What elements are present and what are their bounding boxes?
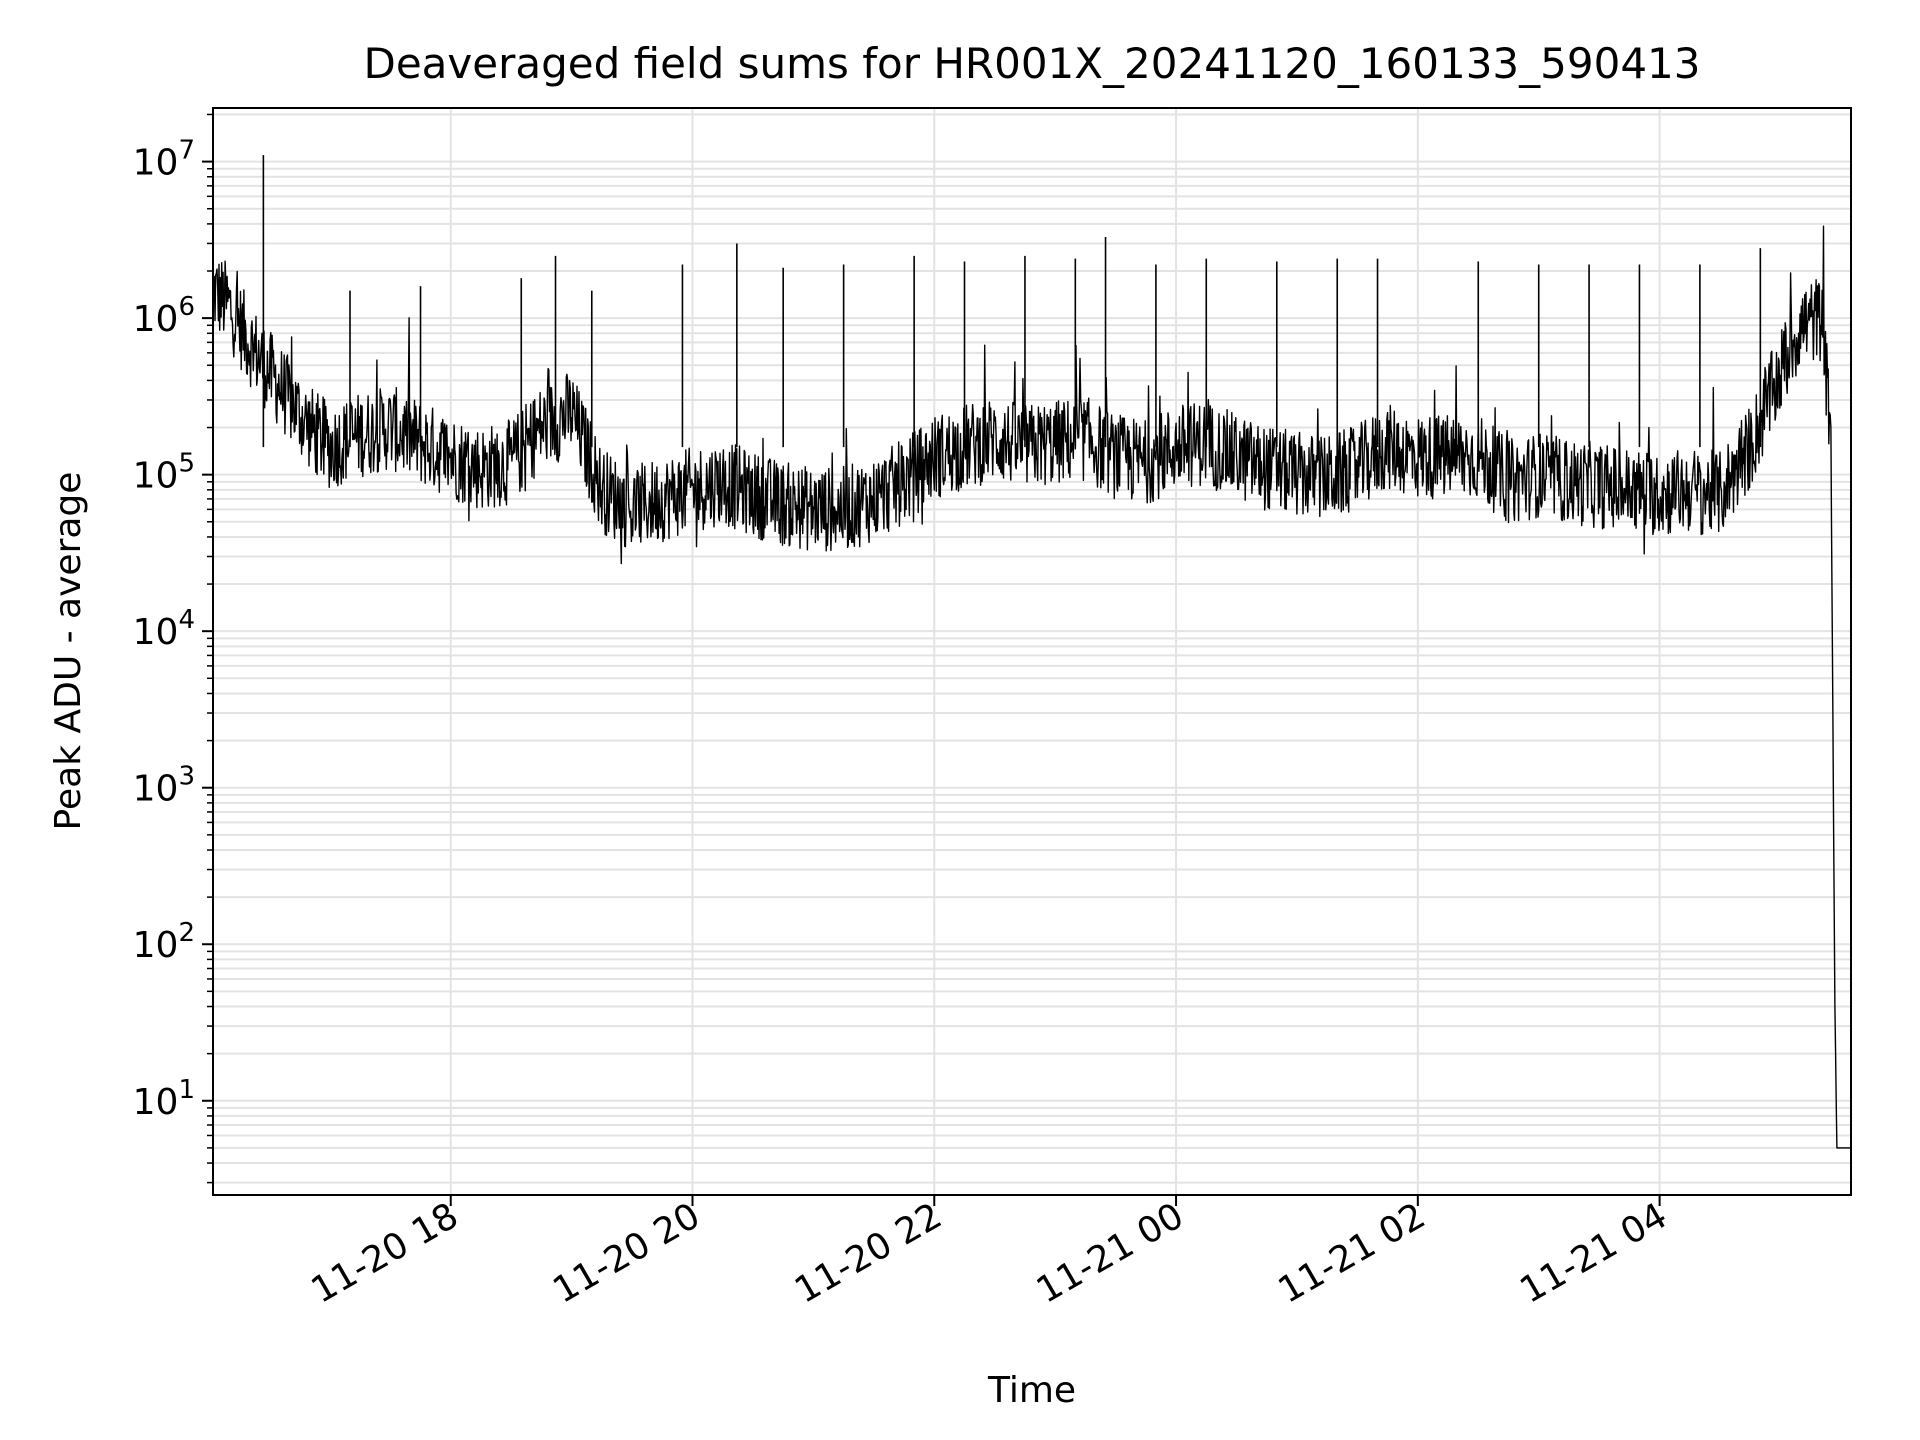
series-line <box>212 225 1852 1149</box>
y-tick-label: 101 <box>133 1075 195 1123</box>
plot-frame <box>212 107 1852 1196</box>
y-tick-label: 102 <box>133 918 195 966</box>
y-tick-label: 105 <box>133 449 195 497</box>
y-axis-label: Peak ADU - average <box>48 472 89 831</box>
y-axis: 101 102 103 104 105 106 107 <box>133 113 213 1184</box>
y-tick-label: 104 <box>133 605 195 653</box>
y-tick-label: 107 <box>133 136 195 184</box>
chart-title: Deaveraged field sums for HR001X_2024112… <box>364 39 1701 88</box>
series-layer <box>212 155 1852 1149</box>
x-axis-label: Time <box>987 1370 1076 1411</box>
grid-major <box>213 108 1851 1195</box>
y-tick-label: 103 <box>133 762 195 810</box>
y-tick-label: 106 <box>133 292 195 340</box>
